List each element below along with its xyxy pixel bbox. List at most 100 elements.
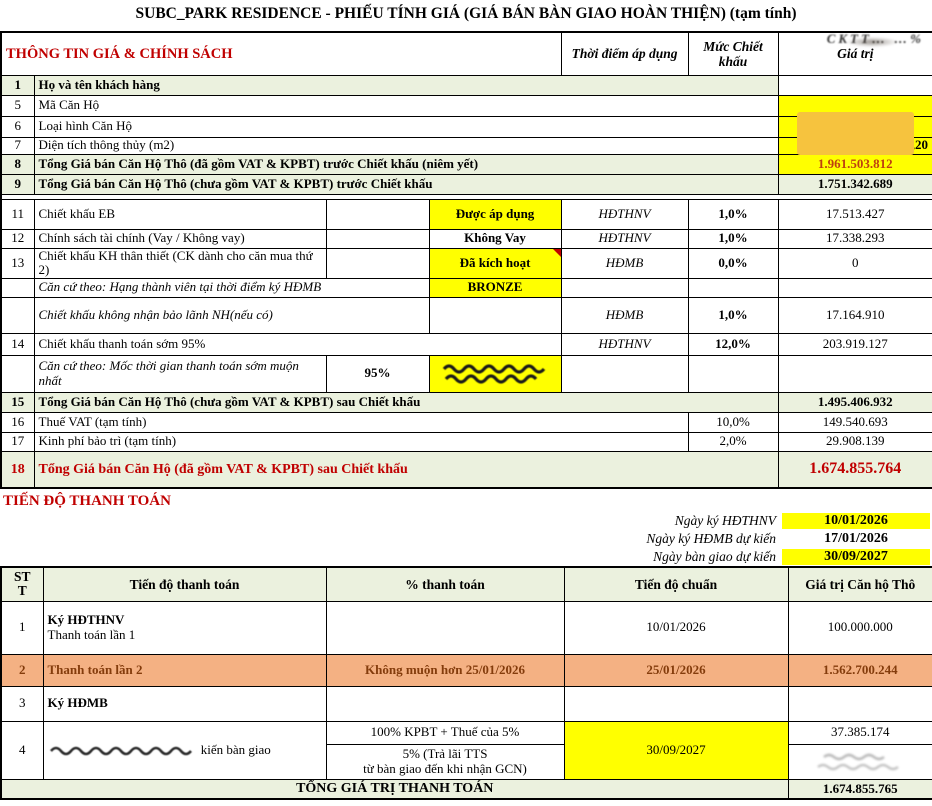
cell-label: Thuế VAT (tạm tính) [33,411,689,433]
date-value: 10/01/2026 [782,513,930,530]
status-cell: Không Vay [428,228,562,249]
payment-section: TIẾN ĐỘ THANH TOÁN [0,489,932,512]
redaction-block [797,112,914,155]
schedule-row-2: 2 Thanh toán lần 2 Không muộn hơn 25/01/… [0,653,932,687]
discount-cell: 1,0% [687,228,779,249]
col-header-standard: Tiến độ chuẩn [563,566,789,602]
info-section-title: THÔNG TIN GIÁ & CHÍNH SÁCH [0,31,562,76]
value-cell: 100.000.000 [787,600,932,655]
stage-subtitle: Thanh toán lần 1 [47,626,136,642]
info-row-8: 8 Tổng Giá bán Căn Hộ Thô (đã gồm VAT & … [0,153,932,175]
empty-cell [0,354,35,393]
membership-tier-cell: BRONZE [428,277,562,298]
cell-label: Chính sách tài chính (Vay / Không vay) [33,228,327,249]
empty-cell [0,277,35,298]
time-cell: HĐMB [560,247,689,279]
total-value: 1.674.855.765 [787,778,932,800]
cell-label: Họ và tên khách hàng [33,74,779,96]
info-row-16: 16 Thuế VAT (tạm tính) 10,0% 149.540.693 [0,411,932,433]
standard-date-cell: 30/09/2027 [563,720,789,780]
payment-section-title: TIẾN ĐỘ THANH TOÁN [3,493,171,510]
empty-cell [687,277,779,298]
cell-value: 1.674.855.764 [777,450,932,489]
status-label: Đã kích hoạt [459,254,531,270]
page-title: SUBC_PARK RESIDENCE - PHIẾU TÍNH GIÁ (GI… [135,5,797,22]
row-number: 13 [0,247,35,279]
cell-label: Loại hình Căn Hộ [33,115,779,138]
cell-label: Tổng Giá bán Căn Hộ Thô (chưa gồm VAT & … [33,173,779,195]
empty-cell [777,277,932,298]
info-row-5: 5 Mã Căn Hộ [0,94,932,117]
row-number: 16 [0,411,35,433]
schedule-row-4a: 4 kiến bàn giao 100% KPBT + Thuế của 5% … [0,720,932,780]
date-row-handover: Ngày bàn giao dự kiến 30/09/2027 [0,548,930,566]
row-number: 2 [0,653,44,687]
pct-line-1: 5% (Trả lãi TTS [402,746,488,762]
col-header-unit-value: Giá trị Căn hộ Thô [787,566,932,602]
cell-value: 17.513.427 [777,198,932,230]
row-number: 15 [0,391,35,413]
pct-cell: Không muộn hơn 25/01/2026 [325,653,565,687]
schedule-total-row: TỔNG GIÁ TRỊ THANH TOÁN 1.674.855.765 [0,778,932,800]
info-row-1: 1 Họ và tên khách hàng [0,74,932,96]
row-number: 1 [0,74,35,96]
schedule-row-1: 1 Ký HĐTHNV Thanh toán lần 1 10/01/2026 … [0,600,932,655]
date-label: Ngày ký HĐTHNV [674,513,776,529]
info-row-7: 7 Diện tích thông thủy (m2) 40,20 [0,136,932,155]
cell-value: 1.495.406.932 [777,391,932,413]
row-number: 14 [0,332,35,356]
cell-label: Diện tích thông thủy (m2) [33,136,779,155]
status-cell: Đã kích hoạt [428,247,562,279]
empty-cell [787,685,932,722]
cell-label: Kinh phí bảo trì (tạm tính) [33,431,689,452]
payment-schedule-table: STT Tiến độ thanh toán % thanh toán Tiến… [0,566,932,801]
discount-cell: 10,0% [687,411,779,433]
row-number: 5 [0,94,35,117]
info-row-14-note: Căn cứ theo: Mốc thời gian thanh toán sớ… [0,354,932,393]
info-row-6: 6 Loại hình Căn Hộ [0,115,932,138]
date-value: 30/09/2027 [782,549,930,566]
stage-cell: Ký HĐMB [42,685,327,722]
time-cell: HĐMB [560,296,689,334]
empty-cell [0,296,35,334]
cell-note-label: Căn cứ theo: Mốc thời gian thanh toán sớ… [33,354,327,393]
discount-cell: 0,0% [687,247,779,279]
info-row-14: 14 Chiết khấu thanh toán sớm 95% HĐTHNV … [0,332,932,356]
col-header-stt: STT [0,566,44,602]
cell-value: 0 [777,247,932,279]
info-row-13: 13 Chiết khấu KH thân thiết (CK dành cho… [0,247,932,279]
info-row-guarantee: Chiết khấu không nhận bảo lãnh NH(nếu có… [0,296,932,334]
empty-cell [560,277,689,298]
stage-label-visible-text: kiến bàn giao [200,741,271,757]
col-header-stage: Tiến độ thanh toán [42,566,327,602]
pct-cell: 100% KPBT + Thuế của 5% [325,720,565,745]
comment-marker-icon [552,249,561,257]
discount-cell: 1,0% [687,198,779,230]
row-number: 12 [0,228,35,249]
status-cell: Được áp dụng [428,198,562,230]
empty-cell [428,296,562,334]
cell-label-text: Chiết khấu không nhận bảo lãnh NH(nếu có… [38,306,273,322]
empty-cell [325,247,430,279]
empty-cell [777,74,932,96]
empty-cell [325,228,430,249]
cell-label: Chiết khấu không nhận bảo lãnh NH(nếu có… [33,296,430,334]
row-number: 4 [0,720,44,780]
date-label: Ngày bàn giao dự kiến [653,549,776,565]
info-header-row: THÔNG TIN GIÁ & CHÍNH SÁCH Thời điểm áp … [0,31,932,76]
cell-label: Chiết khấu KH thân thiết (CK dành cho că… [33,247,327,279]
stage-cell: Ký HĐTHNV Thanh toán lần 1 [42,600,327,655]
scribble-mark [49,747,192,756]
time-cell: HĐTHNV [560,198,689,230]
cell-note-label: Căn cứ theo: Hạng thành viên tại thời đi… [33,277,430,298]
standard-date-cell: 10/01/2026 [563,600,789,655]
cell-value: 203.919.127 [777,332,932,356]
cell-label: Tổng Giá bán Căn Hộ Thô (đã gồm VAT & KP… [33,153,779,175]
smudge-mark [846,37,899,47]
date-row-hdmb: Ngày ký HĐMB dự kiến 17/01/2026 [0,530,930,548]
row-number: 11 [0,198,35,230]
cell-value: 1.751.342.689 [777,173,932,195]
row-number: 6 [0,115,35,138]
schedule-header-row: STT Tiến độ thanh toán % thanh toán Tiến… [0,566,932,602]
